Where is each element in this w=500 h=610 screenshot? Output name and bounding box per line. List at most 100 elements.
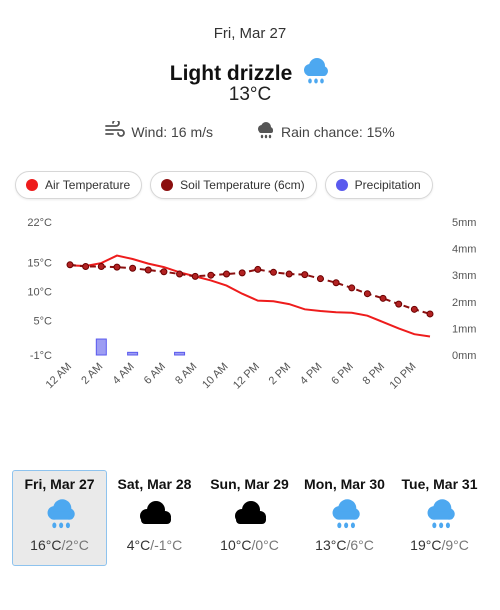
legend-air-temperature[interactable]: Air Temperature [15,171,143,199]
soil-temperature-point [160,268,168,276]
day-label: Sun, Mar 29 [210,476,289,492]
low-temp: 6°C [350,537,374,553]
daily-forecast: Fri, Mar 27 16°C/2°C Sat, Mar 28 4°C/-1°… [12,470,488,568]
x-axis-tick: 8 AM [173,361,199,387]
left-axis-tick: 22°C [27,217,52,229]
air-temperature-line [69,254,431,338]
soil-temperature-point [410,305,418,313]
right-axis-tick: 2mm [452,297,476,309]
day-temperature: 16°C/2°C [30,537,89,553]
soil-temperature-point [129,264,137,272]
legend-label: Soil Temperature (6cm) [180,178,305,192]
soil-temperature-point [379,294,387,302]
rain-chance-stat: Rain chance: 15% [255,121,395,142]
right-axis-tick: 3mm [452,270,476,282]
rain-cloud-icon [13,497,106,531]
forecast-day-tue[interactable]: Tue, Mar 31 19°C/9°C [392,470,487,566]
left-axis-tick: -1°C [30,350,52,362]
forecast-day-sun[interactable]: Sun, Mar 29 10°C/0°C [202,470,297,566]
precipitation-bar [174,351,186,356]
current-temperature: 13°C [228,84,272,105]
left-axis-tick: 10°C [27,286,52,298]
legend-label: Air Temperature [45,178,131,192]
x-axis-tick: 10 AM [200,361,231,392]
soil-temperature-point [191,272,199,280]
right-axis-tick: 1mm [452,323,476,335]
precipitation-bar [95,338,107,356]
x-axis-tick: 10 PM [388,361,419,392]
left-axis-tick: 15°C [27,257,52,269]
day-label: Tue, Mar 31 [401,476,478,492]
high-temp: 10°C [220,537,252,553]
hourly-chart: 22°C 15°C 10°C 5°C -1°C 5mm 4mm 3mm 2mm 1mm 0mm 12 … [27,217,476,392]
legend-dot-air [26,179,38,191]
legend-dot-soil [161,179,174,191]
soil-temperature-point [395,300,403,308]
high-temp: 16°C [30,537,62,553]
soil-temperature-point [82,263,90,271]
soil-temperature-point [113,263,121,271]
soil-temperature-point [238,269,246,277]
rain-chance-text: Rain chance: 15% [281,123,395,140]
right-axis-tick: 0mm [452,350,476,362]
forecast-day-fri[interactable]: Fri, Mar 27 16°C/2°C [12,470,107,566]
legend-soil-temperature[interactable]: Soil Temperature (6cm) [150,171,317,199]
legend-label: Precipitation [354,178,421,192]
legend-dot-precip [335,179,348,191]
black-cloud-icon [203,497,296,531]
soil-temperature-point [285,270,293,278]
soil-temperature-point [301,271,309,279]
weather-stats: Wind: 16 m/s Rain chance: 15% [0,119,500,142]
rain-cloud-icon [393,497,486,531]
day-temperature: 13°C/6°C [315,537,374,553]
day-temperature: 4°C/-1°C [126,537,183,553]
precipitation-bar [127,351,139,356]
soil-temperature-point [144,266,152,274]
right-axis-tick: 5mm [452,217,476,229]
soil-temperature-point [348,284,356,292]
soil-temperature-point [269,268,277,276]
soil-temperature-point [426,310,434,318]
rain-cloud-icon [298,497,391,531]
low-temp: -1°C [154,537,183,553]
legend-precipitation[interactable]: Precipitation [324,171,433,199]
black-cloud-icon [108,497,201,531]
wind-text: Wind: 16 m/s [131,123,214,140]
x-axis-tick: 12 AM [44,361,75,392]
low-temp: 2°C [65,537,89,553]
day-temperature: 10°C/0°C [220,537,279,553]
forecast-day-sat[interactable]: Sat, Mar 28 4°C/-1°C [107,470,202,566]
x-axis-tick: 4 PM [298,361,325,388]
day-temperature: 19°C/9°C [410,537,469,553]
x-axis-tick: 2 PM [267,361,294,388]
wind-icon [105,119,126,142]
day-label: Mon, Mar 30 [304,476,385,492]
day-label: Fri, Mar 27 [24,476,95,492]
soil-temperature-point [97,263,105,271]
condition-text: Light drizzle [169,61,293,85]
high-temp: 13°C [315,537,347,553]
high-temp: 19°C [410,537,442,553]
soil-temperature-point [332,279,340,287]
soil-temperature-line [69,263,431,315]
x-axis-tick: 6 PM [329,361,356,388]
rain-cloud-icon [300,56,330,91]
soil-temperature-point [316,275,324,283]
low-temp: 0°C [255,537,279,553]
x-axis-tick: 4 AM [111,361,137,387]
x-axis-tick: 8 PM [361,361,388,388]
day-label: Sat, Mar 28 [117,476,192,492]
right-axis-tick: 4mm [452,244,476,256]
current-date: Fri, Mar 27 [213,25,287,42]
soil-temperature-point [363,290,371,298]
x-axis-tick: 6 AM [142,361,168,387]
soil-temperature-point [254,265,262,273]
wind-stat: Wind: 16 m/s [105,119,214,142]
current-condition: Light drizzle [0,56,500,91]
high-temp: 4°C [126,537,151,553]
soil-temperature-point [66,261,74,269]
rain-chance-icon [255,121,275,142]
soil-temperature-point [207,271,215,279]
forecast-day-mon[interactable]: Mon, Mar 30 13°C/6°C [297,470,392,566]
chart-legend: Air Temperature Soil Temperature (6cm) P… [15,171,433,199]
